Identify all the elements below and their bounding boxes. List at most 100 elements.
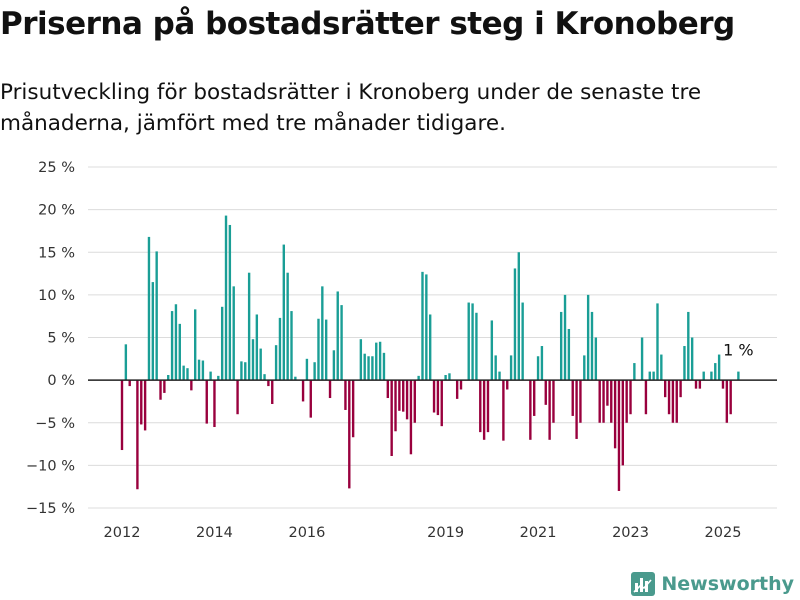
x-tick-label: 2023 <box>612 525 649 541</box>
bar <box>143 380 147 431</box>
bar <box>367 356 370 381</box>
bar <box>610 380 613 423</box>
bar <box>506 380 509 390</box>
bar <box>533 380 536 416</box>
bar <box>348 380 351 489</box>
bar <box>274 345 278 381</box>
bar <box>663 380 667 398</box>
y-tick-label: 5 % <box>47 331 75 347</box>
bar <box>390 380 393 456</box>
bar <box>178 323 181 381</box>
bar <box>660 354 663 381</box>
bar <box>552 380 555 423</box>
bar <box>147 236 151 381</box>
bar <box>282 244 285 381</box>
bar <box>301 380 305 402</box>
bar <box>290 311 293 381</box>
bar <box>313 362 316 381</box>
y-tick-label: 25 % <box>38 160 75 176</box>
bar <box>267 380 270 387</box>
bar <box>702 371 705 381</box>
bar <box>309 380 312 418</box>
bar <box>236 380 239 415</box>
bar <box>613 380 617 449</box>
bar <box>579 380 582 423</box>
bar <box>679 380 682 398</box>
bar <box>548 380 551 440</box>
bar <box>328 380 332 399</box>
bar <box>513 268 517 381</box>
bar <box>263 374 266 381</box>
bar <box>271 380 274 404</box>
bar <box>640 337 644 381</box>
x-tick-label: 2014 <box>196 525 233 541</box>
bar <box>440 380 443 427</box>
chart-subtitle: Prisutveckling för bostadsrätter i Krono… <box>0 80 702 136</box>
bar <box>629 380 632 415</box>
bar <box>394 380 397 432</box>
bar <box>648 371 651 381</box>
bar <box>575 380 578 439</box>
bar <box>517 252 520 381</box>
bar <box>583 355 586 381</box>
bar <box>675 380 678 423</box>
newsworthy-logo: Newsworthy <box>631 572 794 596</box>
bar <box>633 363 636 381</box>
bar <box>717 354 721 381</box>
bar <box>521 302 524 381</box>
bar <box>251 339 255 381</box>
bar <box>170 311 174 381</box>
bar <box>471 303 474 381</box>
y-tick-label: 20 % <box>38 203 75 219</box>
bar <box>590 311 594 381</box>
bar <box>124 344 128 381</box>
bar <box>479 380 482 433</box>
bar <box>232 286 235 381</box>
bar <box>540 346 544 381</box>
bar <box>405 380 409 420</box>
bar <box>563 294 567 381</box>
bar <box>694 380 698 389</box>
bar <box>201 360 205 381</box>
bar <box>617 380 621 491</box>
bar <box>498 371 501 381</box>
brand-name: Newsworthy <box>661 573 794 595</box>
bar <box>428 314 432 381</box>
bar <box>714 363 717 381</box>
bar <box>136 380 139 490</box>
bar <box>625 380 628 423</box>
y-tick-label: 10 % <box>38 288 75 304</box>
y-tick-label: −10 % <box>26 458 75 474</box>
bar <box>710 371 713 381</box>
bar <box>182 365 185 381</box>
bar <box>683 346 686 381</box>
bar <box>344 380 347 410</box>
bar <box>486 380 490 433</box>
bar <box>228 224 232 381</box>
bar <box>386 380 390 399</box>
bar <box>190 380 193 391</box>
bar <box>167 375 170 381</box>
bar <box>536 356 540 381</box>
bar <box>725 380 729 423</box>
x-tick-label: 2016 <box>288 525 325 541</box>
bar <box>332 350 336 381</box>
bar <box>509 355 513 381</box>
x-tick-label: 2025 <box>705 525 742 541</box>
y-tick-label: −15 % <box>26 501 75 517</box>
bar <box>220 306 224 381</box>
bar <box>644 380 648 415</box>
y-tick-label: −5 % <box>35 416 75 432</box>
bar <box>317 318 320 381</box>
bar <box>482 380 486 440</box>
bar <box>594 337 598 381</box>
bar <box>255 314 259 381</box>
bar <box>151 282 155 381</box>
x-tick-label: 2019 <box>427 525 464 541</box>
bar-chart-logo-icon <box>631 572 656 596</box>
bar <box>448 373 451 381</box>
bar <box>120 380 124 451</box>
bar <box>305 358 309 381</box>
bar <box>278 317 282 381</box>
